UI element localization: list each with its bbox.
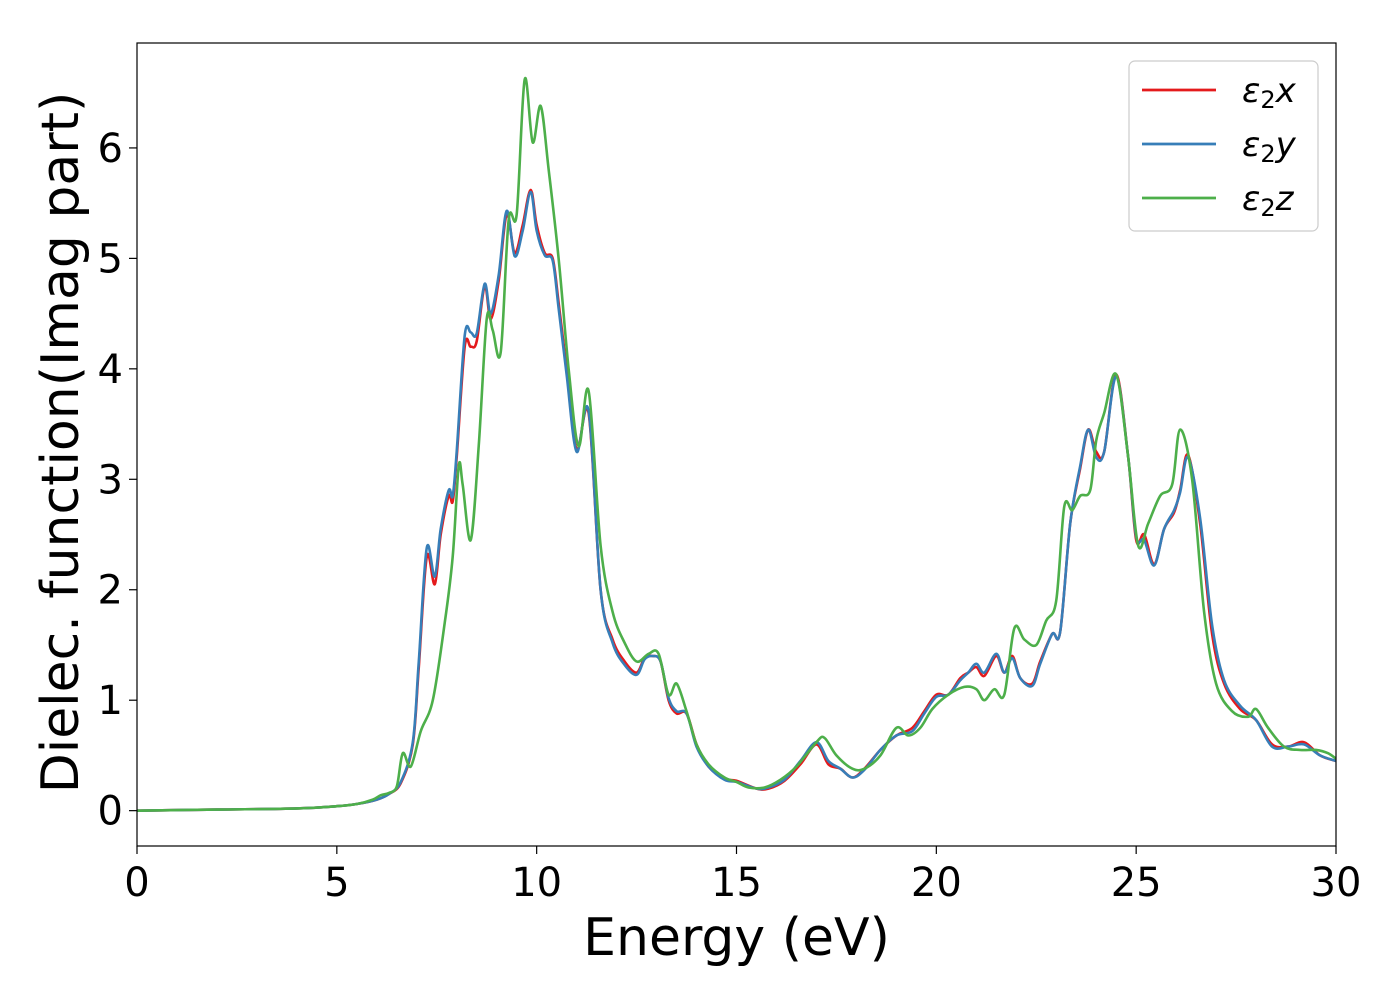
series-layer <box>137 76 1336 812</box>
series-line-z <box>137 76 1336 812</box>
legend-label-y: ε2y <box>1242 125 1297 168</box>
legend-box <box>1128 60 1319 232</box>
x-axis-label: Energy (eV) <box>583 908 890 968</box>
x-tick-label: 25 <box>1111 860 1162 906</box>
y-tick-label: 4 <box>98 347 123 393</box>
y-tick-label: 5 <box>98 236 123 282</box>
y-axis: 0 1 2 3 4 5 6 <box>98 126 137 835</box>
x-tick-label: 5 <box>324 860 349 906</box>
legend-label-z: ε2z <box>1242 179 1295 222</box>
x-tick-label: 10 <box>511 860 562 906</box>
y-tick-label: 1 <box>98 678 123 724</box>
x-tick-label: 20 <box>911 860 962 906</box>
x-tick-label: 30 <box>1311 860 1362 906</box>
y-tick-label: 0 <box>98 789 123 835</box>
legend-label-x: ε2x <box>1242 71 1297 114</box>
x-tick-label: 0 <box>124 860 149 906</box>
series-line-x <box>137 188 1336 812</box>
y-tick-label: 3 <box>98 457 123 503</box>
y-axis-label: Dielec. function(Imag part) <box>31 92 91 794</box>
legend: ε2x ε2y ε2z <box>1128 60 1319 232</box>
y-tick-label: 6 <box>98 126 123 172</box>
y-tick-label: 2 <box>98 568 123 614</box>
x-tick-label: 15 <box>711 860 762 906</box>
x-axis: 0 5 10 15 20 25 30 <box>124 846 1361 906</box>
